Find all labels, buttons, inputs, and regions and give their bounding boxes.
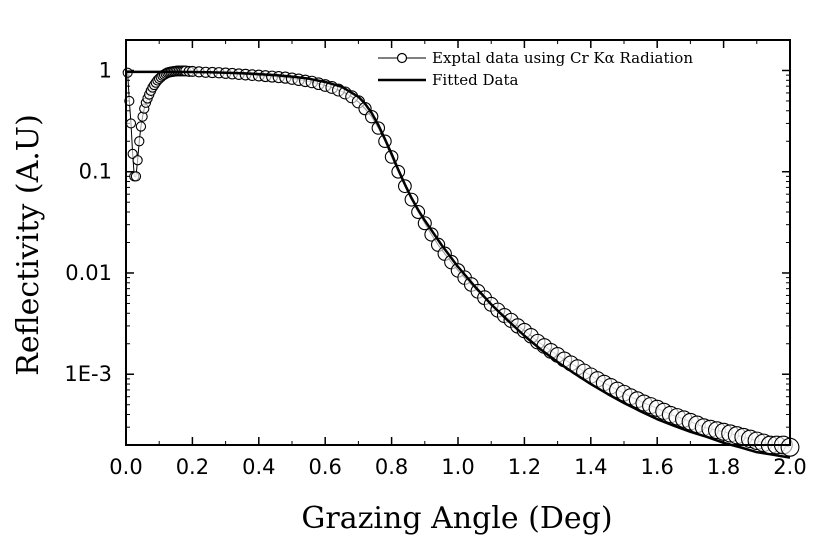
exptal-data-point <box>135 121 147 132</box>
legend-fitted-label: Fitted Data <box>432 71 519 89</box>
x-tick-label: 0.6 <box>308 455 341 479</box>
y-tick-label: 1E-3 <box>64 362 112 386</box>
x-tick-label: 1.6 <box>640 455 673 479</box>
x-tick-label: 1.0 <box>441 455 474 479</box>
y-tick-label: 0.1 <box>79 160 112 184</box>
exptal-data-point <box>134 136 145 147</box>
axis-ticks <box>125 39 791 446</box>
x-tick-label: 0.2 <box>176 455 209 479</box>
exptal-data-point <box>424 227 439 242</box>
x-tick-label: 1.8 <box>707 455 740 479</box>
fitted-line <box>126 70 791 459</box>
exptal-data-point <box>125 118 137 129</box>
x-tick-label: 1.4 <box>574 455 607 479</box>
exptal-data-point <box>132 155 143 166</box>
x-tick-label: 0.4 <box>242 455 275 479</box>
x-tick-label: 0.0 <box>109 455 142 479</box>
y-axis-title: Reflectivity (A.U) <box>11 114 46 376</box>
y-tick-label: 1 <box>99 58 112 82</box>
exptal-data-point <box>130 171 142 182</box>
exptal-data-point <box>124 95 135 107</box>
tick-labels: 0.0 0.2 0.4 0.6 0.8 1.0 1.2 1.4 1.6 1.8 2.0 1 0.1 0.0… <box>64 58 806 479</box>
y-tick-label: 0.01 <box>65 261 112 285</box>
x-tick-label: 0.8 <box>375 455 408 479</box>
x-axis-title: Grazing Angle (Deg) <box>301 501 612 536</box>
legend: Exptal data using Cr Kα Radiation Fitted… <box>378 49 693 89</box>
x-tick-label: 2.0 <box>773 455 806 479</box>
plot-frame <box>125 39 791 446</box>
exptal-connector-line <box>127 70 791 448</box>
legend-exptal-marker <box>396 52 408 64</box>
x-tick-label: 1.2 <box>508 455 541 479</box>
fitted-series <box>126 70 791 459</box>
legend-exptal-label: Exptal data using Cr Kα Radiation <box>432 49 693 67</box>
experimental-series <box>122 65 800 457</box>
